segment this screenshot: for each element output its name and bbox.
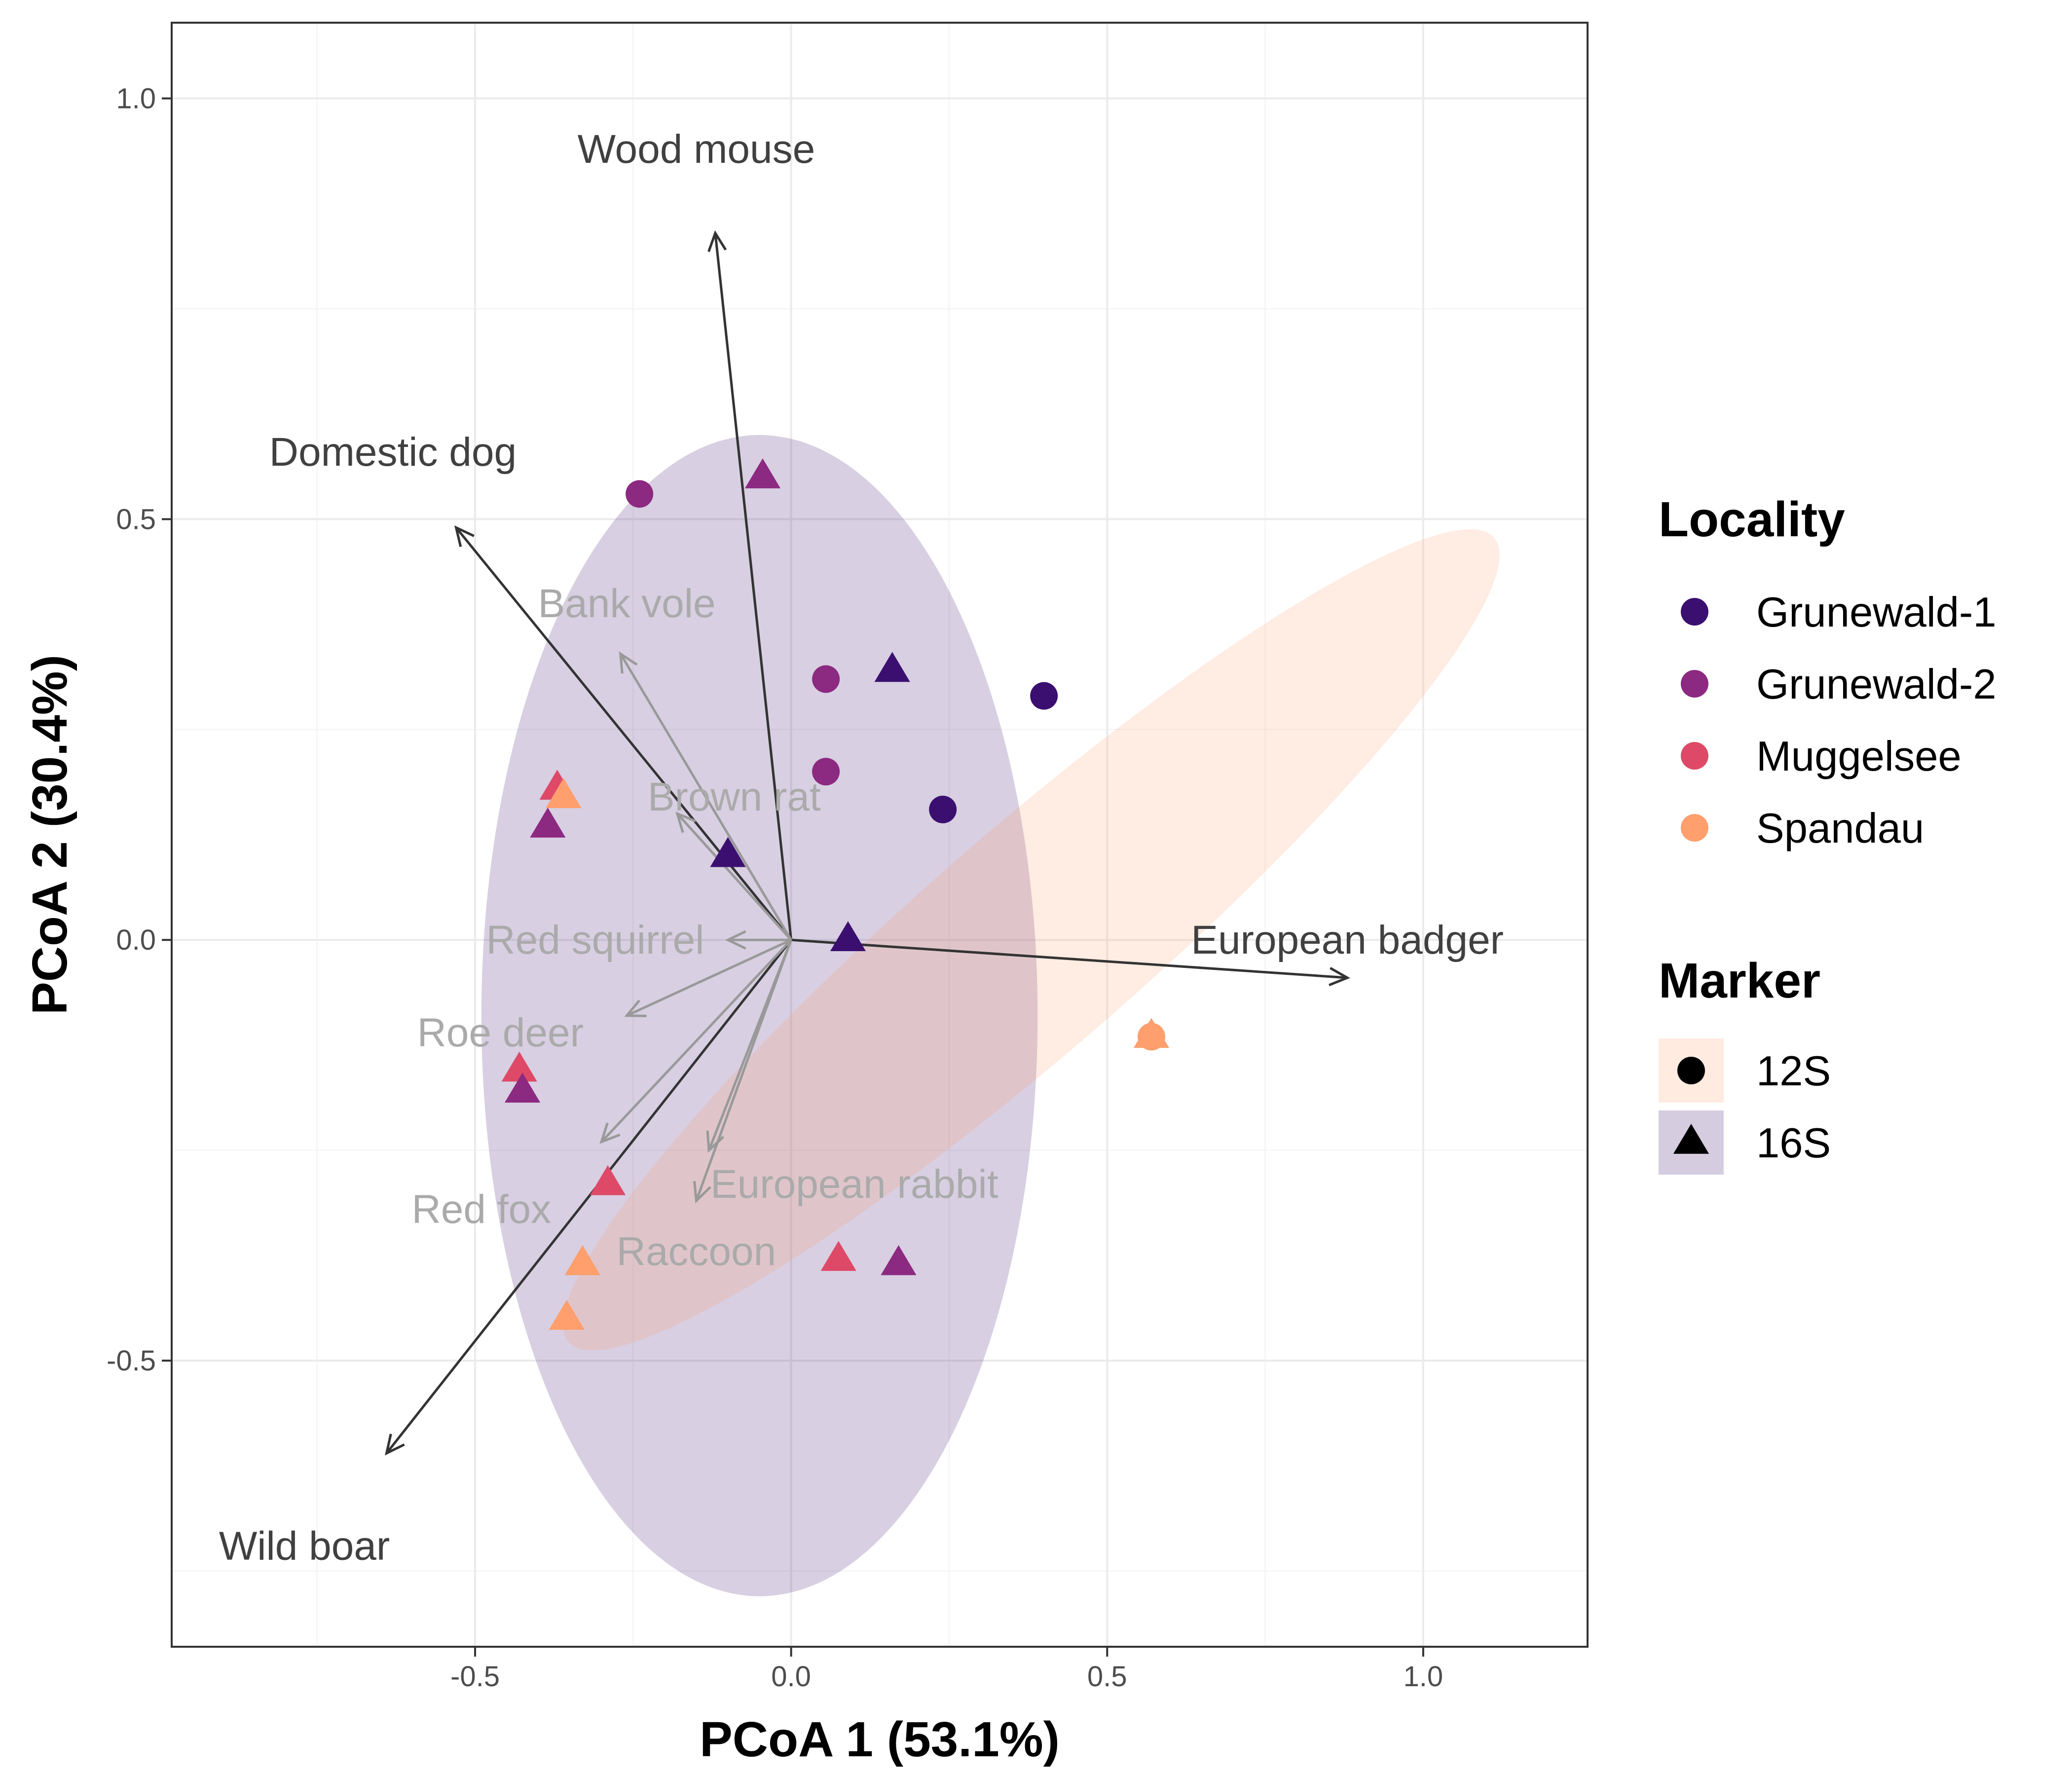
point-12s xyxy=(626,480,654,508)
y-axis: -0.5 0.0 0.5 1.0 xyxy=(107,83,172,1377)
legend-label-locality: Muggelsee xyxy=(1756,733,1961,780)
point-12s xyxy=(1030,682,1058,710)
point-16s xyxy=(874,652,910,682)
legend-title-locality: Locality xyxy=(1659,492,1845,547)
vector-label-bank-vole: Bank vole xyxy=(538,581,715,626)
point-16s xyxy=(501,1051,537,1082)
x-axis: -0.5 0.0 0.5 1.0 xyxy=(450,1647,1443,1693)
sample-points xyxy=(501,458,1170,1330)
species-labels: Wood mouse Domestic dog European badger Wil… xyxy=(219,127,1504,1568)
vector-arrowhead xyxy=(454,525,475,547)
vector-domestic-dog xyxy=(455,526,792,941)
vector-red-fox xyxy=(600,939,792,1143)
plot-panel xyxy=(172,23,1588,1647)
vector-arrowhead xyxy=(707,230,727,252)
x-tick-label: 0.5 xyxy=(1087,1661,1127,1693)
species-vectors xyxy=(385,230,1350,1456)
y-tick-label: -0.5 xyxy=(107,1345,156,1377)
legend-key-locality xyxy=(1681,742,1708,770)
point-16s xyxy=(546,778,582,809)
point-16s xyxy=(881,1245,917,1275)
vector-label-raccoon: Raccoon xyxy=(617,1229,777,1274)
point-12s xyxy=(812,665,840,693)
vector-arrowhead xyxy=(675,812,696,833)
vector-arrowhead xyxy=(624,999,647,1017)
vector-wood-mouse xyxy=(714,233,793,940)
ellipse-12s xyxy=(563,529,1500,1351)
y-tick-label: 1.0 xyxy=(116,83,156,115)
point-16s xyxy=(590,1165,626,1195)
vector-arrowhead xyxy=(725,930,746,950)
vector-roe-deer xyxy=(626,938,792,1017)
point-16s xyxy=(564,1245,600,1275)
ellipse-16s xyxy=(481,435,1038,1596)
point-16s xyxy=(830,921,866,952)
vector-label-red-squirrel: Red squirrel xyxy=(486,918,704,962)
y-tick-label: 0.0 xyxy=(116,924,156,956)
vector-label-red-fox: Red fox xyxy=(412,1187,552,1232)
y-tick-label: 0.5 xyxy=(116,503,156,535)
legend-key-locality xyxy=(1681,598,1708,626)
point-12s xyxy=(929,795,957,823)
vector-raccoon xyxy=(695,939,792,1201)
major-gridlines xyxy=(172,23,1588,1647)
legend-label-locality: Grunewald-2 xyxy=(1756,661,1997,708)
legend-title-marker: Marker xyxy=(1659,953,1820,1008)
legend-label-locality: Grunewald-1 xyxy=(1756,589,1997,636)
vector-label-european-badger: European badger xyxy=(1191,918,1504,962)
vector-label-wood-mouse: Wood mouse xyxy=(578,127,815,172)
marker-ellipses xyxy=(481,435,1500,1596)
legend-key-locality xyxy=(1681,814,1708,842)
legend-label-marker: 12S xyxy=(1756,1048,1831,1095)
x-tick-label: 0.0 xyxy=(771,1661,811,1693)
x-tick-label: 1.0 xyxy=(1404,1661,1443,1693)
legend-key-triangle xyxy=(1673,1124,1709,1154)
vector-european-badger xyxy=(791,938,1348,979)
vector-wild-boar xyxy=(385,939,792,1454)
vector-label-european-rabbit: European rabbit xyxy=(710,1162,999,1207)
legend-label-locality: Spandau xyxy=(1756,805,1924,852)
legend: Locality Grunewald-1 Grunewald-2 Muggelsee S… xyxy=(1659,492,1997,1175)
vector-arrowhead xyxy=(385,1434,405,1456)
vector-arrowhead xyxy=(693,1181,711,1204)
plot-border xyxy=(171,22,1589,1648)
point-16s xyxy=(710,837,746,867)
legend-key-circle xyxy=(1677,1057,1705,1084)
vector-bank-vole xyxy=(619,653,792,941)
y-axis-title: PCoA 2 (30.4%) xyxy=(22,655,77,1015)
point-16s xyxy=(530,807,566,838)
x-tick-label: -0.5 xyxy=(450,1661,500,1693)
point-16s xyxy=(504,1073,541,1103)
vector-label-domestic-dog: Domestic dog xyxy=(269,430,517,475)
legend-key-locality xyxy=(1681,670,1708,698)
vector-label-brown-rat: Brown rat xyxy=(648,775,821,819)
vector-arrowhead xyxy=(599,1122,621,1144)
point-16s xyxy=(1133,1018,1170,1048)
vector-label-roe-deer: Roe deer xyxy=(417,1010,584,1055)
legend-label-marker: 16S xyxy=(1756,1120,1831,1167)
minor-gridlines xyxy=(172,23,1588,1647)
vector-arrowhead xyxy=(619,651,638,674)
point-12s xyxy=(812,758,840,786)
point-16s xyxy=(820,1241,856,1271)
vector-label-wild-boar: Wild boar xyxy=(219,1523,390,1568)
point-16s xyxy=(744,458,781,488)
vector-brown-rat xyxy=(676,813,792,941)
point-16s xyxy=(549,1299,585,1330)
x-axis-title: PCoA 1 (53.1%) xyxy=(700,1712,1060,1767)
vector-arrowhead xyxy=(1329,967,1350,987)
